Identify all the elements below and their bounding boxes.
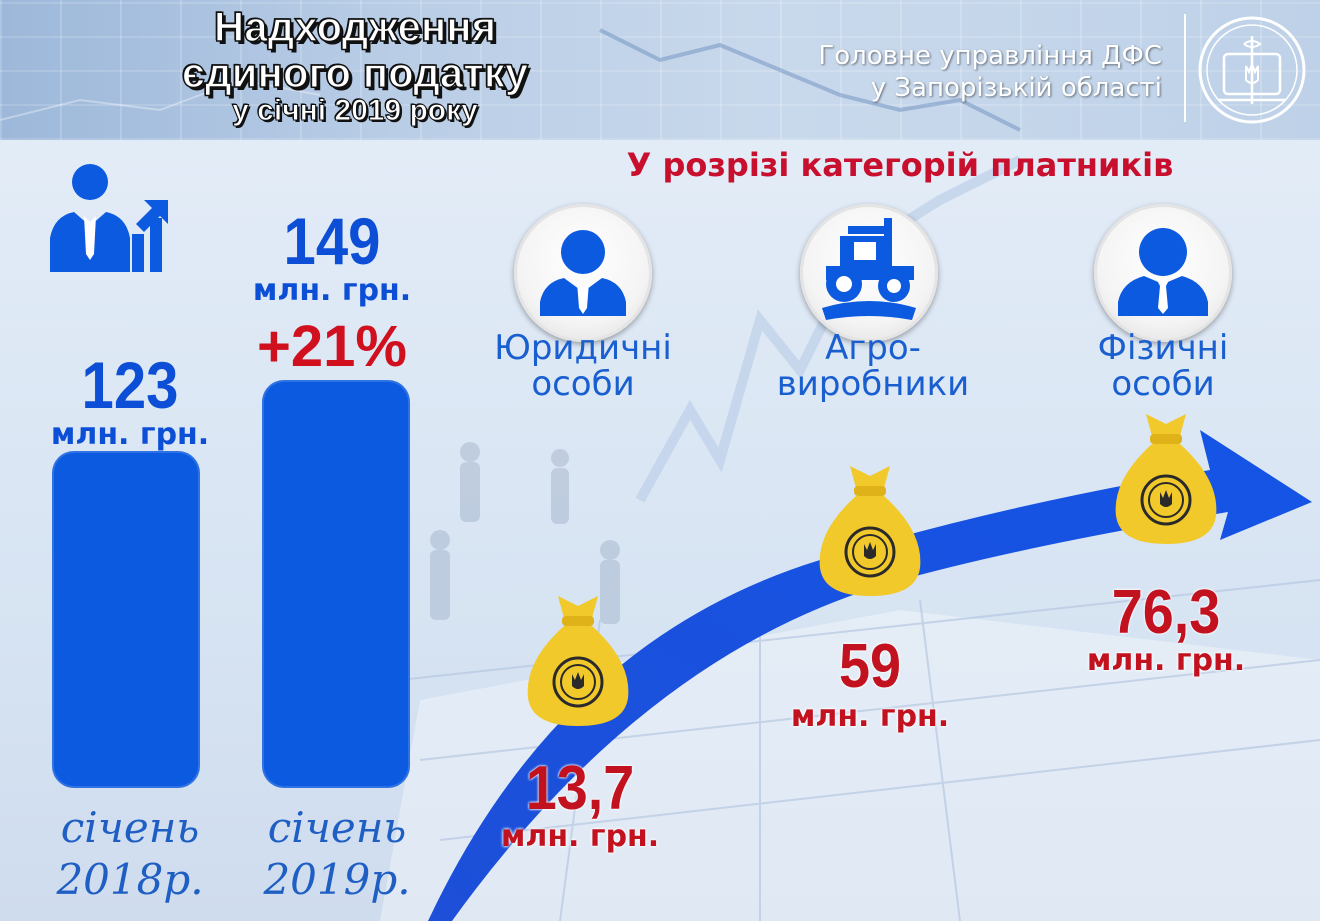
category-label-legal: Юридичні особи — [470, 330, 696, 402]
agro-producers-unit: млн. грн. — [790, 699, 950, 734]
money-bag-icon — [819, 466, 921, 596]
category-label-individuals-line-2: особи — [1111, 364, 1215, 404]
businessman-growth-chart-icon — [50, 164, 168, 272]
bar2-period-month: січень — [267, 803, 407, 852]
title-line-1: Надходження — [213, 3, 497, 51]
bar1-unit: млн. грн. — [50, 417, 210, 452]
tractor-icon — [822, 218, 916, 320]
individuals-unit: млн. грн. — [1086, 643, 1246, 678]
legal-entities-badge — [514, 204, 652, 342]
title-line-2: єдиного податку — [181, 49, 529, 97]
header-chart-decoration — [0, 28, 1021, 132]
bar1-period-year: 2018р. — [56, 855, 204, 904]
person-icon — [1118, 228, 1208, 316]
bar-january-2018 — [52, 451, 200, 788]
individuals-badge — [1094, 204, 1232, 342]
bar2-unit: млн. грн. — [252, 273, 412, 308]
section-title: У розрізі категорій платників — [626, 146, 1174, 184]
org-line-1: Головне управління ДФС — [818, 41, 1162, 71]
page-subtitle: у січні 2019 року — [232, 94, 479, 128]
bar2-period-year: 2019р. — [263, 855, 411, 904]
category-label-legal-line-2: особи — [531, 364, 635, 404]
money-bag-icon — [527, 596, 629, 726]
category-label-agro-line-2: виробники — [776, 364, 970, 404]
category-label-individuals: Фізичні особи — [1050, 330, 1276, 402]
bar1-value: 123 — [81, 348, 179, 422]
individuals-value: 76,3 — [1111, 578, 1221, 647]
bar2-period: січень 2019р. — [237, 806, 437, 902]
category-label-agro: Агро- виробники — [748, 330, 998, 402]
growth-percentage: +21% — [257, 314, 407, 379]
bar1-period-month: січень — [60, 803, 200, 852]
category-label-individuals-line-1: Фізичні — [1097, 328, 1229, 368]
businessman-icon — [540, 230, 626, 316]
header-divider — [1184, 14, 1186, 122]
bar1-period: січень 2018р. — [30, 806, 230, 902]
legal-entities-unit: млн. грн. — [500, 819, 660, 854]
legal-entities-value: 13,7 — [525, 754, 635, 823]
organization-name: Головне управління ДФС у Запорізькій обл… — [818, 40, 1162, 104]
header-banner: Надходження єдиного податку у січні 2019… — [0, 0, 1320, 140]
dfs-emblem-icon — [1198, 16, 1306, 124]
org-line-2: у Запорізькій області — [870, 73, 1162, 103]
money-bag-icon — [1115, 414, 1217, 544]
bar2-value: 149 — [283, 204, 381, 278]
page-title: Надходження єдиного податку — [130, 3, 580, 97]
bar-january-2019 — [262, 380, 410, 788]
header-background-pattern — [0, 0, 1320, 140]
agro-producers-value: 59 — [838, 632, 902, 701]
category-label-legal-line-1: Юридичні — [494, 328, 672, 368]
category-label-agro-line-1: Агро- — [825, 328, 921, 368]
agro-producers-badge — [800, 204, 938, 342]
